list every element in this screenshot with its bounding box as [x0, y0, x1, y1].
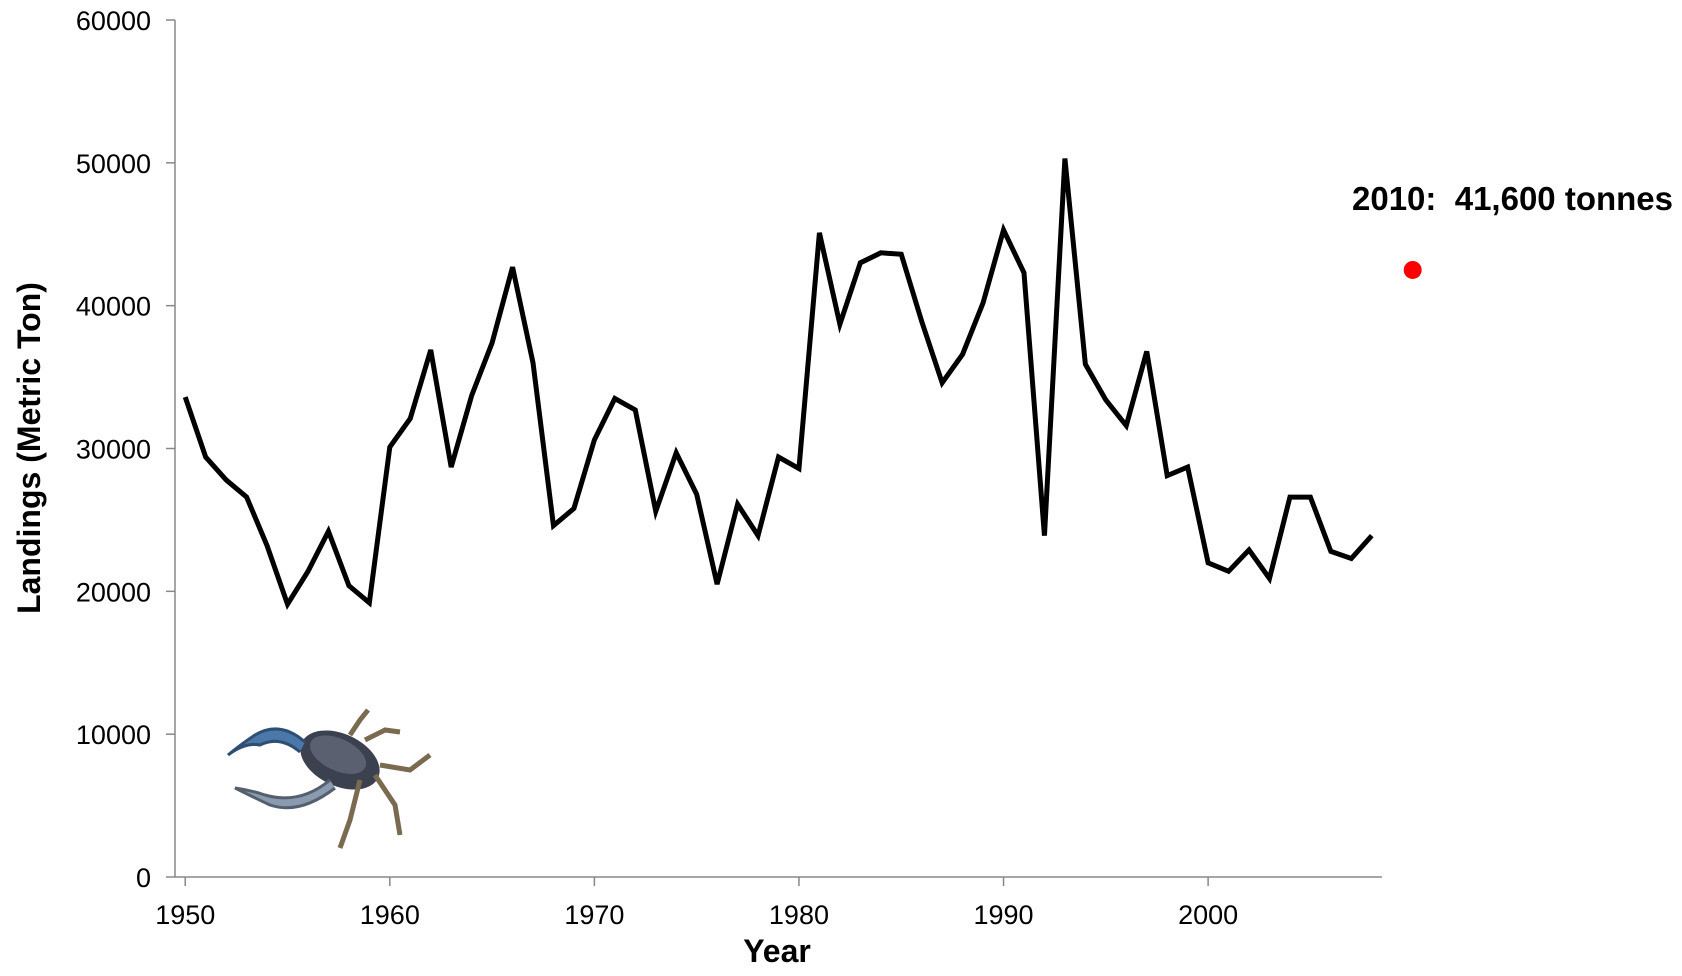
y-tick-label: 10000: [76, 720, 151, 750]
highlight-point: [1404, 261, 1422, 279]
chart: Year Landings (Metric Ton) 0 10000 20000 30…: [0, 0, 1682, 976]
x-axis-title: Year: [743, 933, 811, 969]
x-tick-label: 1950: [155, 900, 215, 930]
x-tick-label: 1980: [769, 900, 829, 930]
x-tick-label: 1990: [973, 900, 1033, 930]
y-tick-label: 0: [136, 863, 151, 893]
y-tick-label: 20000: [76, 577, 151, 607]
annotation: 2010: 41,600 tonnes: [1352, 180, 1673, 217]
x-tick-label: 2000: [1178, 900, 1238, 930]
y-tick-label: 50000: [76, 149, 151, 179]
x-tick-label: 1960: [360, 900, 420, 930]
y-tick-label: 30000: [76, 435, 151, 465]
data-line: [185, 159, 1372, 605]
crab-illustration: [228, 710, 430, 848]
y-axis-title: Landings (Metric Ton): [11, 282, 47, 614]
y-tick-label: 40000: [76, 292, 151, 322]
y-tick-label: 60000: [76, 6, 151, 36]
x-tick-label: 1970: [564, 900, 624, 930]
